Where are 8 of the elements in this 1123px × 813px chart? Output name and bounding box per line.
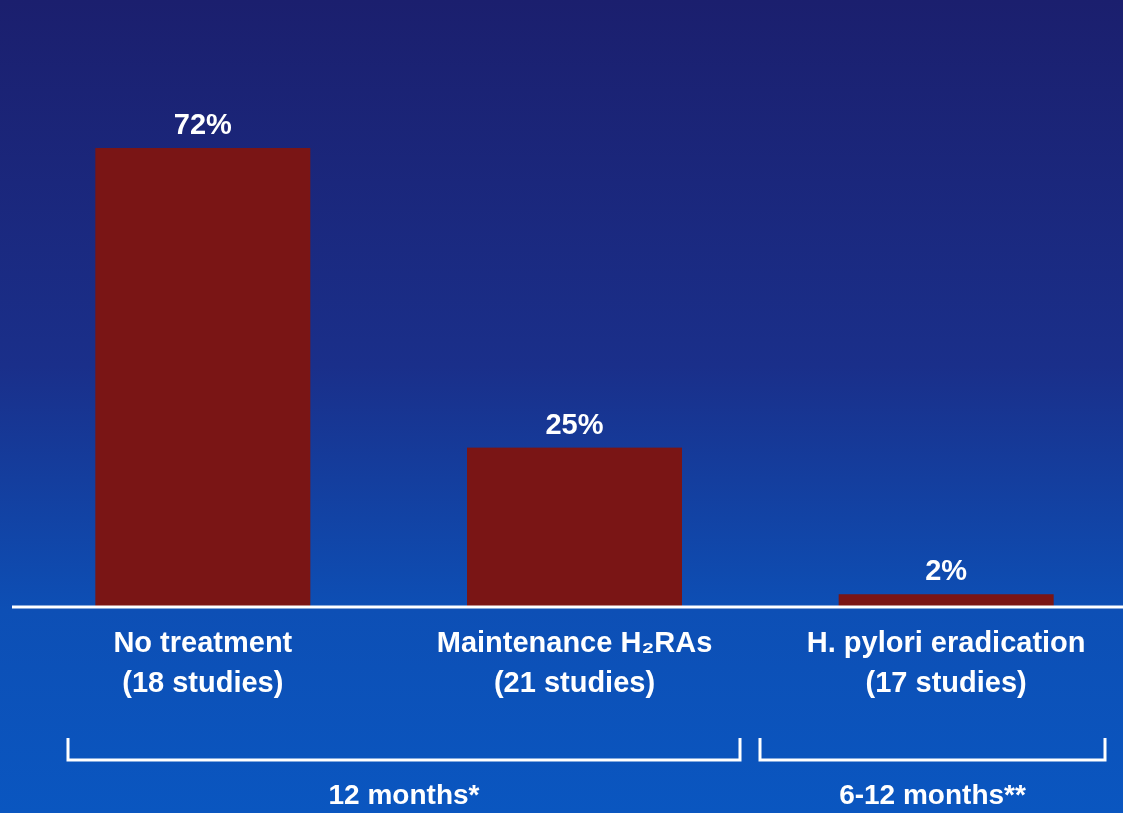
text: 12 months*: [328, 779, 480, 810]
data-label: 72%: [173, 108, 233, 140]
data-label: 2%: [925, 554, 968, 587]
x-tick-label: Maintenance H₂RAs (21 studies): [436, 626, 713, 698]
text: 6-12 months**: [839, 779, 1026, 810]
x-tick-label: H. pylori eradication (17 studies): [806, 626, 1086, 698]
x-tick-label: No treatment (18 studies): [113, 626, 293, 698]
data-label: 25%: [545, 407, 604, 440]
